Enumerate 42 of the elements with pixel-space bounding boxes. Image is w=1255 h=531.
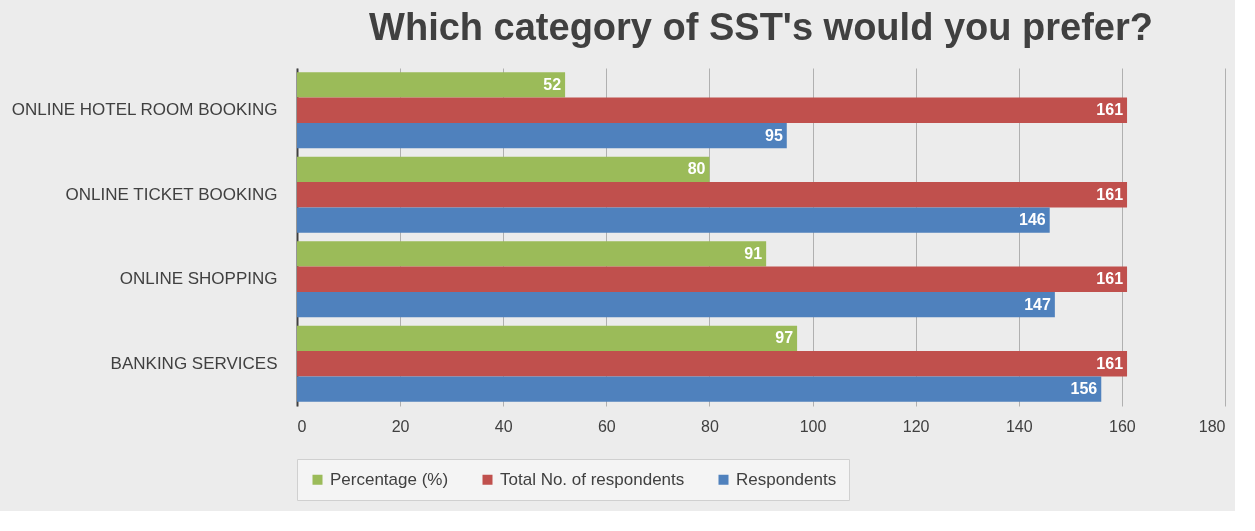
legend-label: Respondents [736, 469, 837, 489]
legend-label: Total No. of respondents [500, 469, 685, 489]
x-tick-label: 80 [701, 417, 719, 435]
data-label: 156 [1070, 380, 1098, 398]
x-tick-label: 0 [297, 417, 307, 435]
bar [297, 351, 1128, 377]
bar [297, 122, 787, 149]
x-tick-label: 140 [1005, 417, 1033, 435]
x-tick-label: 20 [391, 417, 410, 435]
data-label: 161 [1096, 270, 1124, 288]
bar [297, 291, 1055, 318]
data-label: 52 [543, 75, 562, 93]
bar [297, 325, 798, 352]
bar [297, 376, 1102, 402]
y-tick-label: ONLINE SHOPPING [119, 269, 278, 289]
data-label: 161 [1096, 354, 1124, 372]
bar [297, 182, 1128, 208]
data-label: 161 [1096, 185, 1124, 203]
data-label: 161 [1096, 101, 1124, 119]
x-tick-label: 100 [799, 417, 827, 435]
bar [297, 72, 566, 98]
data-label: 147 [1024, 295, 1051, 313]
bar [297, 207, 1050, 233]
x-tick-label: 60 [597, 417, 616, 435]
bar [297, 97, 1128, 123]
y-tick-label: ONLINE HOTEL ROOM BOOKING [11, 100, 278, 120]
data-label: 95 [764, 126, 783, 144]
bar [297, 266, 1128, 292]
bar [297, 241, 767, 267]
chart-title: Which category of SST's would you prefer? [369, 6, 1153, 48]
y-tick-label: BANKING SERVICES [110, 353, 278, 373]
bar [297, 156, 710, 183]
y-tick-label: ONLINE TICKET BOOKING [65, 184, 278, 204]
x-tick-label: 120 [902, 417, 930, 435]
legend-label: Percentage (%) [330, 469, 449, 489]
x-tick-label: 40 [494, 417, 513, 435]
data-label: 91 [744, 244, 763, 262]
data-label: 80 [687, 160, 706, 178]
data-label: 97 [775, 329, 794, 347]
data-label: 146 [1019, 211, 1046, 229]
x-tick-label: 180 [1198, 417, 1226, 435]
x-tick-label: 160 [1109, 417, 1136, 435]
